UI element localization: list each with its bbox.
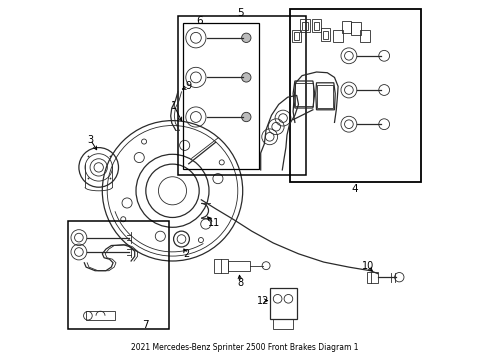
Text: 10: 10 (361, 261, 373, 271)
Text: 4: 4 (350, 184, 357, 194)
Text: 2: 2 (183, 249, 189, 259)
Bar (86, 311, 115, 320)
Text: 11: 11 (207, 218, 220, 228)
Text: 6: 6 (196, 16, 203, 26)
Text: 9: 9 (185, 81, 191, 91)
Bar (351, 22, 360, 35)
Bar (360, 30, 369, 42)
Text: 1: 1 (171, 101, 177, 111)
Bar (316, 85, 332, 108)
Bar (341, 21, 350, 33)
Bar (294, 32, 299, 40)
Circle shape (241, 33, 250, 42)
Bar (269, 288, 296, 319)
Bar (302, 22, 307, 30)
Text: 3: 3 (87, 135, 93, 145)
Bar (213, 259, 228, 273)
Bar (300, 19, 309, 32)
Text: 7: 7 (142, 320, 148, 330)
Bar (366, 272, 377, 283)
Bar (228, 261, 249, 271)
Bar (333, 30, 342, 42)
Bar (68, 221, 168, 329)
Circle shape (241, 112, 250, 122)
Text: 5: 5 (237, 8, 244, 18)
Bar (178, 16, 305, 175)
Bar (311, 19, 321, 32)
Bar (313, 22, 318, 30)
Bar (289, 9, 420, 182)
Bar (320, 28, 329, 41)
Bar (295, 83, 312, 106)
Bar (183, 23, 258, 169)
Text: 12: 12 (257, 296, 269, 306)
Circle shape (241, 73, 250, 82)
Text: 2021 Mercedes-Benz Sprinter 2500 Front Brakes Diagram 1: 2021 Mercedes-Benz Sprinter 2500 Front B… (130, 343, 358, 352)
Bar (291, 30, 301, 42)
Text: 8: 8 (237, 278, 243, 288)
Bar (273, 319, 292, 329)
Bar (322, 31, 327, 39)
